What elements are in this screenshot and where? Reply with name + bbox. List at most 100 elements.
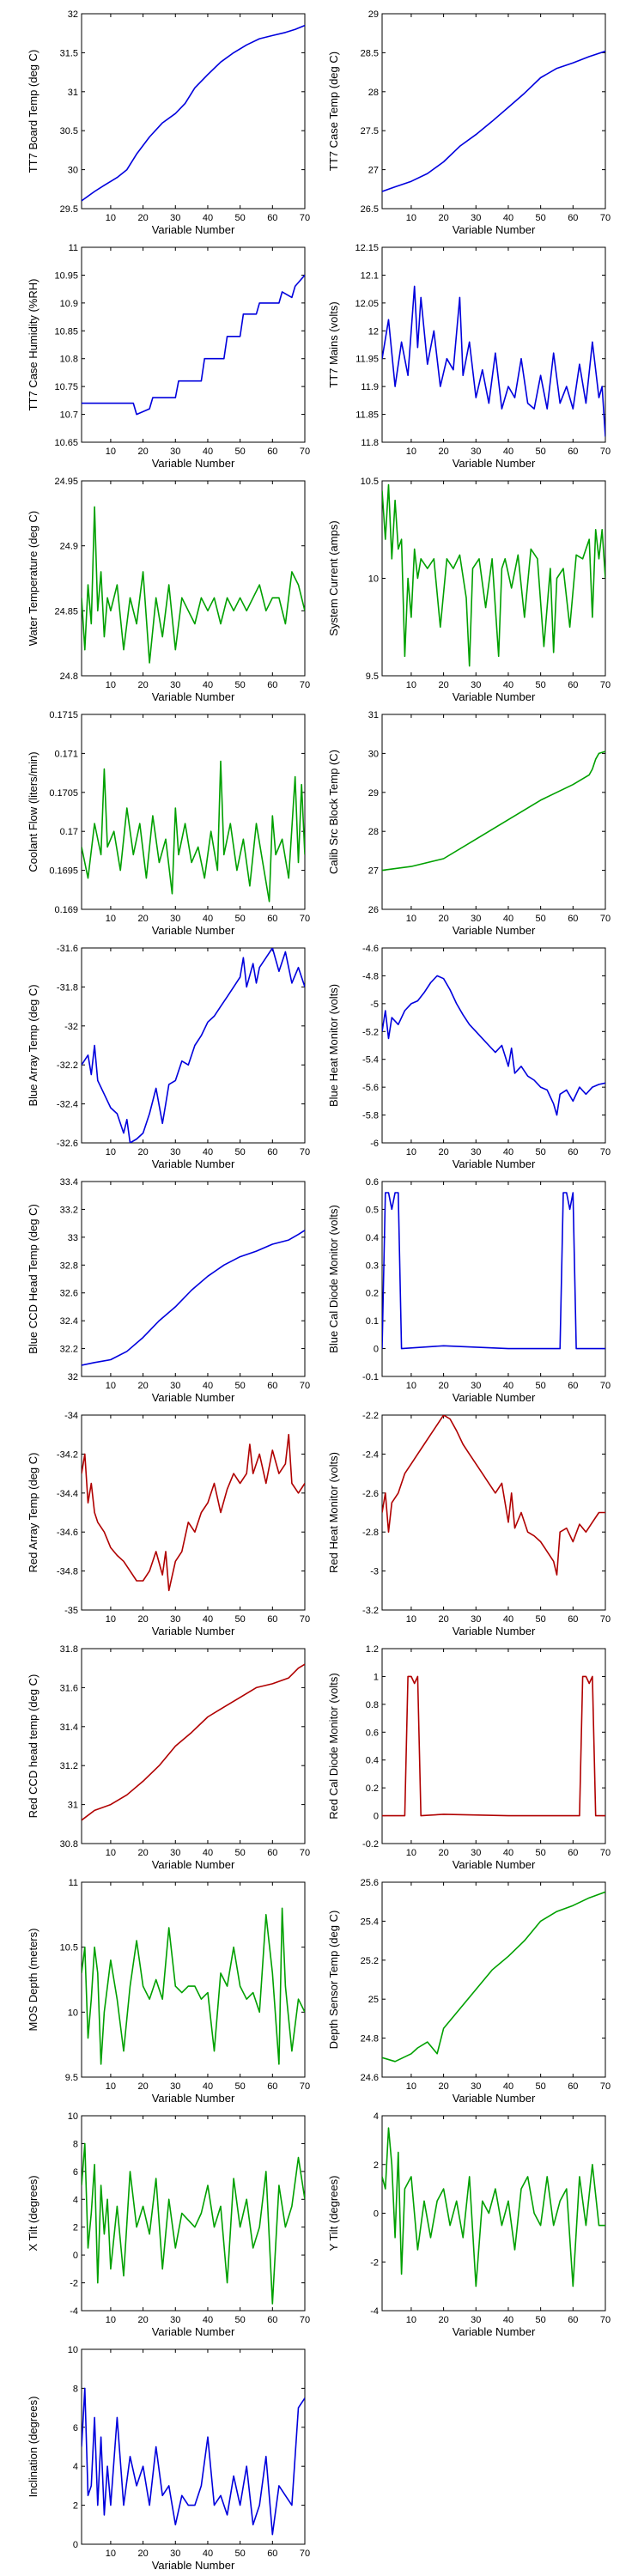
y-tick-label: -34	[64, 1411, 78, 1421]
y-tick-label: -5.6	[362, 1083, 379, 1093]
x-tick-label: 60	[267, 1147, 277, 1157]
x-tick-label: 70	[300, 447, 310, 457]
x-axis-label: Variable Number	[453, 1157, 536, 1170]
x-tick-label: 20	[137, 1147, 148, 1157]
y-tick-label: -34.2	[57, 1449, 78, 1460]
water-temperature-series-line	[82, 506, 305, 664]
x-tick-label: 30	[170, 1381, 180, 1391]
y-tick-label: 10.8	[60, 355, 78, 365]
system-current-series-line	[382, 483, 605, 667]
x-tick-label: 30	[471, 213, 481, 223]
x-tick-label: 20	[137, 447, 148, 457]
y-tick-label: -4	[370, 2306, 379, 2317]
y-tilt-series-line	[382, 2127, 605, 2287]
x-tick-label: 20	[137, 1848, 148, 1858]
x-tick-label: 60	[267, 2315, 277, 2325]
y-tick-label: 10.9	[60, 299, 78, 309]
calib-src-block-temp-series-line	[382, 750, 605, 872]
x-tick-label: 20	[137, 680, 148, 690]
y-tick-label: 32.6	[60, 1289, 78, 1299]
y-tick-label: -3.2	[362, 1606, 379, 1616]
x-tick-label: 10	[406, 1614, 416, 1625]
y-tick-label: 27	[368, 866, 379, 877]
red-ccd-head-temp-series-line	[82, 1663, 305, 1821]
x-tick-label: 40	[503, 1147, 513, 1157]
plot-frame	[81, 947, 306, 1144]
x-tick-label: 30	[170, 1614, 180, 1625]
blue-cal-diode-monitor-chart: 10 20 30 40 50 60 70 -0.1 0 0.1 0.2 0.3 0.4 0.5 0.6 Var…	[327, 1177, 611, 1404]
y-tick-label: 33	[68, 1233, 78, 1243]
red-array-temp-series-line	[82, 1433, 305, 1592]
y-tick-label: 0	[374, 2209, 379, 2220]
tt7-board-temp-series-line	[82, 24, 305, 202]
x-tick-label: 10	[106, 2315, 116, 2325]
plot-frame	[81, 714, 306, 910]
y-tick-label: -6	[370, 1139, 379, 1149]
blue-array-temp-series-line	[82, 948, 305, 1143]
x-tick-label: 70	[600, 1614, 611, 1625]
x-tick-label: 60	[568, 213, 578, 223]
plot-frame	[381, 2115, 606, 2312]
y-tick-label: -2.8	[362, 1528, 379, 1538]
x-tick-label: 30	[170, 1848, 180, 1858]
x-tick-label: 50	[536, 680, 546, 690]
x-tick-label: 10	[406, 1381, 416, 1391]
x-axis-label: Variable Number	[152, 2092, 235, 2105]
x-tick-label: 70	[600, 1381, 611, 1391]
x-tick-label: 70	[300, 213, 310, 223]
y-axis-label: TT7 Case Humidity (%RH)	[27, 279, 39, 411]
y-tick-label: 33.2	[60, 1205, 78, 1215]
x-tick-label: 10	[106, 1848, 116, 1858]
y-tick-label: 10	[68, 2008, 78, 2018]
x-tick-label: 40	[203, 1147, 213, 1157]
tt7-mains-chart: 10 20 30 40 50 60 70 11.8 11.85 11.9 11.95 12 12.05 1…	[327, 243, 611, 470]
y-tick-label: 11.95	[355, 355, 379, 365]
y-tick-label: -32.6	[57, 1139, 78, 1149]
y-tick-label: 10.85	[54, 326, 78, 337]
x-tick-label: 50	[235, 914, 246, 924]
y-tick-label: 24.85	[54, 606, 78, 617]
x-tick-label: 60	[267, 1381, 277, 1391]
x-tick-label: 70	[300, 1848, 310, 1858]
x-tick-label: 30	[471, 2081, 481, 2092]
y-tick-label: 29.5	[60, 204, 78, 215]
y-tick-label: 0.2	[366, 1783, 379, 1794]
y-tick-label: 0.1695	[49, 866, 78, 877]
x-tick-label: 70	[300, 1381, 310, 1391]
system-current-chart: 10 20 30 40 50 60 70 9.5 10 10.5 Variable Number Sy…	[327, 477, 611, 703]
x-tick-label: 60	[568, 1147, 578, 1157]
x-tick-label: 20	[438, 1614, 448, 1625]
tt7-case-humidity-chart: 10 20 30 40 50 60 70 10.65 10.7 10.75 10.8 10.85 10.…	[27, 243, 310, 470]
x-tick-label: 60	[267, 914, 277, 924]
y-tick-label: -5.2	[362, 1027, 379, 1037]
x-tick-label: 40	[203, 914, 213, 924]
x-tick-label: 60	[568, 447, 578, 457]
y-tick-label: 28	[368, 88, 379, 98]
red-cal-diode-monitor-chart: 10 20 30 40 50 60 70 -0.2 0 0.2 0.4 0.6 0.8 1 1.2 Varia…	[327, 1644, 611, 1871]
x-tick-label: 20	[438, 2315, 448, 2325]
x-tick-label: 50	[536, 213, 546, 223]
y-tick-label: 10.95	[54, 270, 78, 281]
y-tick-label: 30	[368, 749, 379, 759]
y-tick-label: -0.1	[362, 1372, 379, 1382]
x-tick-label: 30	[471, 1614, 481, 1625]
plot-frame	[81, 480, 306, 677]
x-tick-label: 10	[106, 1381, 116, 1391]
x-tick-label: 10	[106, 2549, 116, 2559]
y-tick-label: 31	[68, 88, 78, 98]
y-tick-label: 0.4	[366, 1756, 379, 1766]
y-tick-label: 0.17	[60, 827, 78, 837]
plot-frame	[381, 13, 606, 210]
red-array-temp-chart: 10 20 30 40 50 60 70 -35 -34.8 -34.6 -34.4 -34.2 -34…	[27, 1411, 310, 1637]
x-tick-label: 50	[235, 680, 246, 690]
inclination-chart: 10 20 30 40 50 60 70 0 2 4 6 8 10 Variable Number Incl…	[27, 2345, 310, 2572]
y-tick-label: 32.4	[60, 1316, 78, 1327]
plot-frame	[381, 246, 606, 443]
y-tick-label: 0.2	[366, 1289, 379, 1299]
calib-src-block-temp-chart: 10 20 30 40 50 60 70 26 27 28 29 30 31 Variable Numbe…	[327, 710, 611, 937]
x-tick-label: 40	[203, 1614, 213, 1625]
y-tick-label: 11.8	[361, 438, 379, 448]
y-tick-label: 32	[68, 9, 78, 20]
y-tick-label: 6	[73, 2423, 78, 2433]
x-tick-label: 50	[536, 2315, 546, 2325]
